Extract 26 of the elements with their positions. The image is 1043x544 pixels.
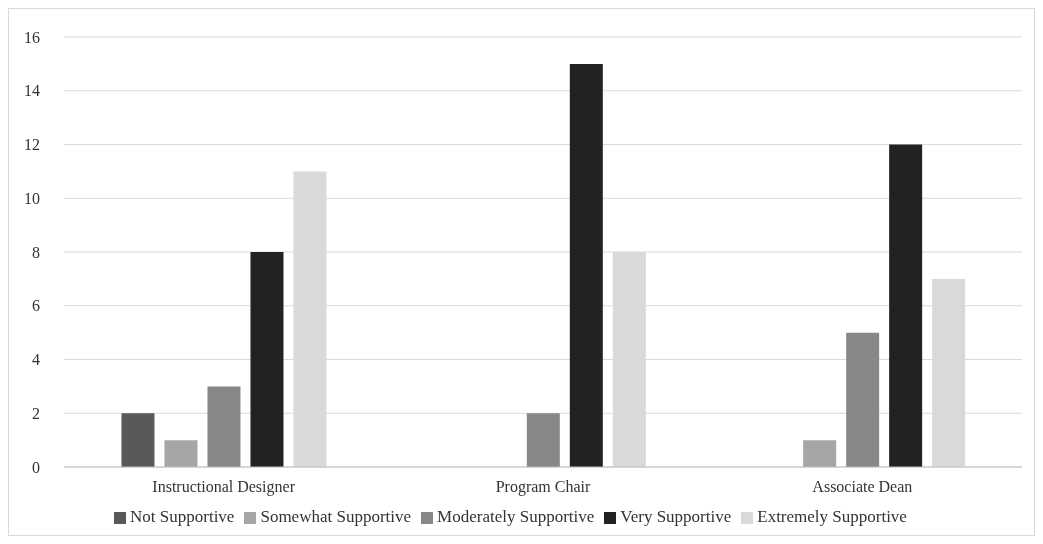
bar xyxy=(250,252,284,467)
legend-label: Moderately Supportive xyxy=(437,507,595,526)
legend-label: Extremely Supportive xyxy=(757,507,907,526)
x-tick-label: Associate Dean xyxy=(812,478,913,496)
bar xyxy=(526,413,560,467)
bar xyxy=(121,413,155,467)
y-tick-label: 14 xyxy=(24,82,40,100)
y-tick-label: 8 xyxy=(32,243,40,261)
bar xyxy=(846,332,880,467)
legend-label: Very Supportive xyxy=(620,507,732,526)
y-tick-label: 6 xyxy=(32,297,40,315)
y-tick-label: 12 xyxy=(24,136,40,154)
y-tick-label: 0 xyxy=(32,458,40,476)
y-tick-label: 16 xyxy=(24,28,40,46)
bar xyxy=(569,63,603,467)
x-tick-label: Program Chair xyxy=(495,478,591,497)
y-tick-label: 10 xyxy=(24,189,40,207)
bar xyxy=(207,386,241,467)
bar xyxy=(889,144,923,467)
y-tick-label: 4 xyxy=(32,351,40,369)
bar xyxy=(803,440,837,467)
legend-label: Somewhat Supportive xyxy=(260,507,412,526)
x-tick-label: Instructional Designer xyxy=(152,478,296,497)
bar xyxy=(164,440,198,467)
y-tick-label: 2 xyxy=(32,404,40,422)
legend-label: Not Supportive xyxy=(130,507,235,526)
